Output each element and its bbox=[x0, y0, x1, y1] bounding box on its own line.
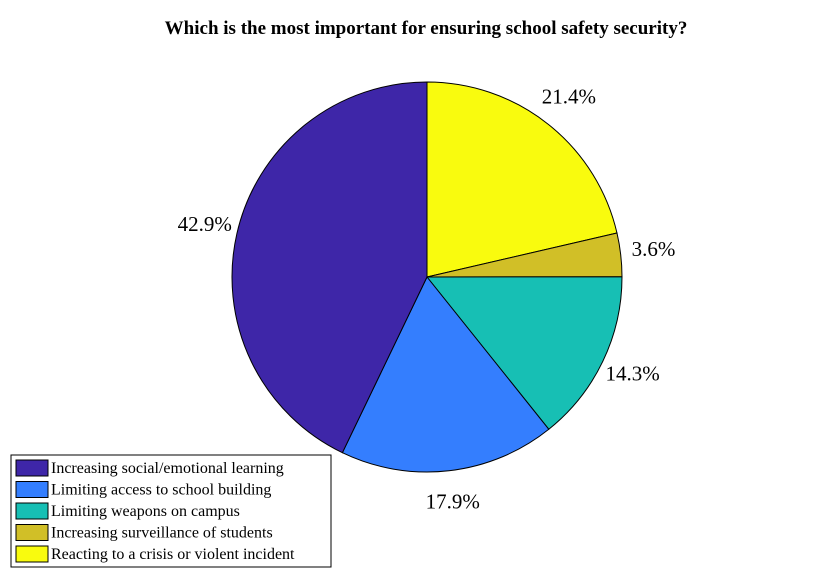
legend-swatch-increasing-social-emotional-learning bbox=[15, 459, 49, 477]
legend-label-reacting-to-a-crisis-or-violent-incident: Reacting to a crisis or violent incident bbox=[51, 546, 295, 563]
pie-slices bbox=[231, 81, 623, 473]
pie-slice-limiting-access-to-school-building bbox=[341, 276, 550, 473]
legend-box bbox=[10, 454, 332, 568]
legend-swatch-reacting-to-a-crisis-or-violent-incident bbox=[15, 545, 49, 563]
pie-labels: 21.4% 3.6% 14.3% 17.9% 42.9% bbox=[178, 84, 676, 513]
chart-title: Which is the most important for ensuring… bbox=[165, 18, 688, 39]
pie-slice-reacting-to-a-crisis-or-violent-incident bbox=[426, 81, 618, 278]
pie-slice-limiting-weapons-on-campus bbox=[425, 276, 623, 430]
slice-label-increasing-surveillance-of-students: 3.6% bbox=[632, 237, 676, 261]
legend-label-limiting-access-to-school-building: Limiting access to school building bbox=[51, 482, 271, 499]
legend-swatch-increasing-surveillance-of-students bbox=[15, 524, 49, 541]
slice-label-limiting-access-to-school-building: 17.9% bbox=[426, 489, 480, 513]
legend: Increasing social/emotional learning Limi… bbox=[10, 454, 332, 568]
legend-label-increasing-social-emotional-learning: Increasing social/emotional learning bbox=[51, 460, 284, 477]
slice-label-increasing-social-emotional-learning: 42.9% bbox=[178, 212, 232, 236]
legend-swatch-limiting-access-to-school-building bbox=[15, 481, 49, 498]
pie-slice-increasing-social-emotional-learning bbox=[231, 81, 428, 454]
legend-label-limiting-weapons-on-campus: Limiting weapons on campus bbox=[51, 503, 240, 520]
slice-label-limiting-weapons-on-campus: 14.3% bbox=[605, 361, 659, 385]
legend-label-increasing-surveillance-of-students: Increasing surveillance of students bbox=[51, 525, 273, 542]
slice-label-reacting-to-a-crisis-or-violent-incident: 21.4% bbox=[542, 84, 596, 108]
legend-swatch-limiting-weapons-on-campus bbox=[15, 502, 49, 520]
